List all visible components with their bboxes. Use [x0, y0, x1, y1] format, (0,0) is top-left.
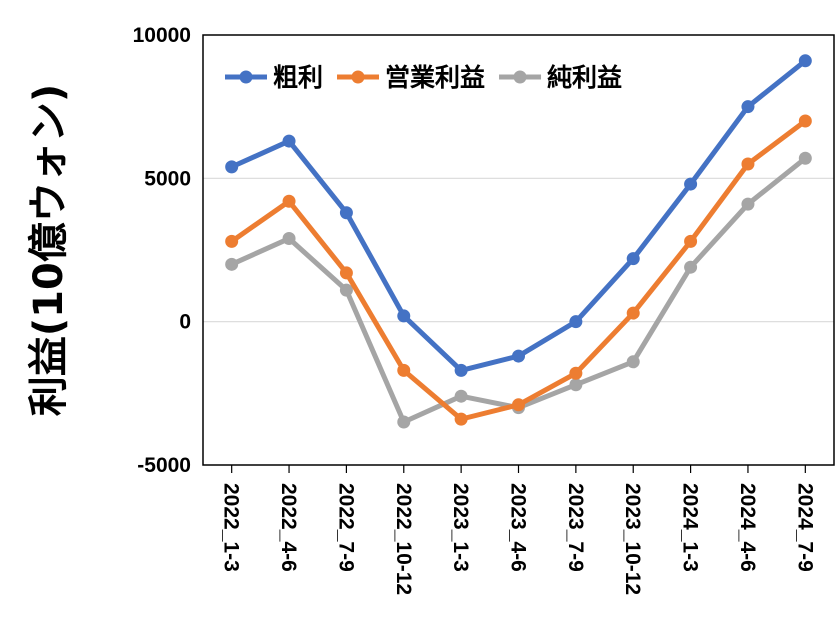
data-point [569, 378, 583, 392]
legend: 粗利 営業利益 純利益 [225, 63, 622, 92]
data-point [684, 177, 698, 191]
x-tick-label: 2022_7-9 [334, 483, 357, 572]
data-point [684, 260, 698, 274]
series-layer [225, 54, 812, 429]
data-point [741, 197, 755, 211]
x-tick-label: 2023_10-12 [621, 483, 644, 595]
y-tick-label: 5000 [144, 167, 191, 190]
data-point [741, 157, 755, 171]
y-axis-label: 利益(10億ウォン) [26, 84, 72, 416]
legend-label: 粗利 [273, 63, 323, 92]
data-point [626, 355, 640, 369]
data-point [397, 309, 411, 323]
x-tick-label: 2024_4-6 [736, 483, 759, 572]
legend-swatch-marker [351, 70, 365, 84]
data-point [626, 306, 640, 320]
legend-swatch-marker [513, 70, 527, 84]
gridlines [203, 177, 834, 323]
data-point [512, 398, 525, 412]
series-粗利 [225, 54, 812, 377]
y-axis-ticks: -5000 0 5000 10000 [133, 24, 191, 477]
x-tick-label: 2024_7-9 [793, 483, 816, 572]
data-point [798, 151, 812, 165]
series-営業利益 [225, 114, 812, 426]
series-line [230, 156, 807, 425]
data-point [454, 363, 468, 377]
data-point [339, 283, 353, 297]
data-point [282, 134, 296, 148]
data-point [626, 252, 640, 266]
data-point [741, 100, 755, 114]
data-point [225, 257, 239, 271]
legend-label: 純利益 [547, 63, 622, 92]
data-point [397, 363, 411, 377]
y-tick-label: 0 [179, 311, 191, 334]
series-line [230, 58, 807, 373]
x-tick-label: 2023_7-9 [564, 483, 587, 572]
y-tick-label: -5000 [137, 454, 191, 477]
data-point [454, 389, 468, 403]
data-point [282, 194, 296, 208]
data-point [225, 160, 239, 174]
data-point [798, 114, 812, 128]
data-point [225, 234, 239, 248]
data-point [397, 415, 411, 429]
data-point [569, 315, 583, 329]
x-tick-label: 2023_4-6 [507, 483, 530, 572]
x-tick-label: 2024_1-3 [679, 483, 702, 572]
legend-item: 純利益 [499, 63, 622, 92]
x-tick-label: 2022_10-12 [392, 483, 415, 595]
data-point [798, 54, 812, 68]
x-tick-label: 2023_1-3 [449, 483, 472, 572]
data-point [339, 266, 353, 280]
legend-item: 営業利益 [337, 63, 485, 92]
x-axis: 2022_1-3 2022_4-6 2022_7-9 2022_10-12 2023_1… [220, 465, 816, 595]
x-tick-label: 2022_1-3 [220, 483, 243, 572]
data-point [454, 412, 468, 426]
data-point [569, 366, 583, 380]
x-tick-label: 2022_4-6 [277, 483, 300, 572]
data-point [339, 206, 353, 220]
y-tick-label: 10000 [133, 24, 191, 47]
legend-label: 営業利益 [385, 63, 485, 92]
data-point [282, 232, 296, 246]
series-line [230, 118, 807, 422]
legend-item: 粗利 [225, 63, 323, 92]
data-point [684, 234, 698, 248]
data-point [512, 349, 525, 363]
legend-swatch-marker [239, 70, 253, 84]
